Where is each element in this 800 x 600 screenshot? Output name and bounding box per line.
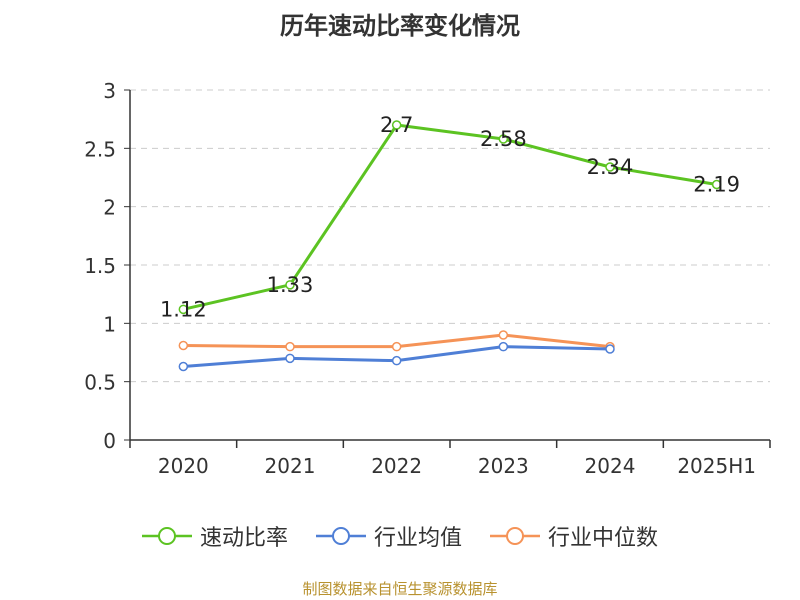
data-point [711,179,722,190]
x-tick-label: 2024 [585,454,636,478]
legend-item: 行业均值 [315,520,462,552]
data-point [178,304,189,315]
legend-swatch [141,527,192,545]
data-point [605,162,615,172]
data-label: 2.7 [380,113,413,137]
data-point [285,353,295,364]
y-tick-label: 1 [103,312,116,336]
x-tick-label: 2020 [158,454,209,478]
data-point [285,341,295,352]
source-note: 制图数据来自恒生聚源数据库 [302,580,498,598]
legend-marker [331,527,350,545]
legend-label: 速动比率 [199,526,288,551]
legend-marker [157,527,176,545]
data-point [391,355,402,366]
x-tick-label: 2025H1 [677,454,756,478]
data-point [498,330,509,340]
data-point [605,344,615,354]
y-tick-label: 2.5 [84,137,116,161]
data-point [178,361,189,372]
x-tick-label: 2022 [371,454,422,478]
y-tick-label: 0.5 [84,371,116,395]
data-label: 2.34 [587,155,634,179]
data-point [391,120,402,130]
y-tick-label: 2 [103,196,116,220]
legend-label: 行业均值 [373,526,462,551]
data-label: 1.12 [160,297,207,321]
x-tick-label: 2023 [478,454,529,478]
series-line [182,123,717,311]
chart-title: 历年速动比率变化情况 [280,12,520,40]
data-point [178,340,189,351]
data-point [391,341,402,352]
legend-label: 行业中位数 [548,526,659,551]
y-tick-label: 1.5 [84,254,116,278]
data-label: 1.33 [267,273,314,297]
legend: 速动比率 行业均值 行业中位数 [0,520,800,552]
data-point [285,280,295,290]
y-tick-label: 3 [103,79,116,103]
legend-item: 行业中位数 [490,520,658,552]
x-tick-label: 2021 [265,454,316,478]
data-point [498,134,509,144]
legend-marker [506,527,524,545]
data-label: 2.19 [693,173,740,197]
legend-swatch [315,527,366,545]
legend-swatch [490,527,540,545]
data-label: 2.58 [480,127,527,151]
data-point [498,341,509,352]
legend-item: 速动比率 [141,520,288,552]
y-tick-label: 0 [103,429,116,453]
